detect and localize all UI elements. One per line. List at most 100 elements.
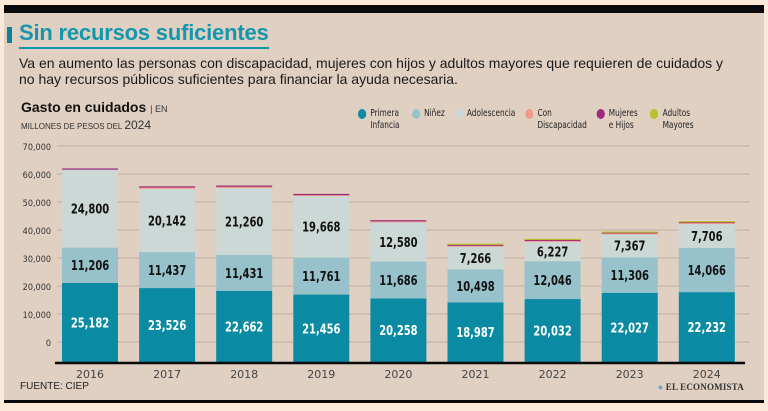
- unit-line: MILLONES DE PESOS DEL: [21, 122, 123, 131]
- y-tick-label: 60,000: [23, 171, 51, 181]
- data-label: 25,182: [71, 316, 109, 331]
- bar-segment-primera-infancia: [601, 292, 658, 362]
- data-label: 22,027: [611, 321, 649, 336]
- bar-segment-adultos-mayores: [678, 221, 735, 223]
- data-label: 20,258: [379, 323, 417, 338]
- bar-segment-niñez: [370, 261, 427, 299]
- bar-segment-primera-infancia: [678, 292, 735, 362]
- bar-segment-niñez: [524, 261, 581, 300]
- bar-segment-con-discapacidad: [293, 194, 350, 197]
- data-label: 23,526: [148, 318, 186, 333]
- data-label: 22,232: [688, 320, 726, 335]
- data-label: 14,066: [688, 263, 726, 278]
- data-label: 12,046: [533, 273, 571, 288]
- x-tick-label: 2022: [539, 368, 567, 381]
- y-tick-label: 0: [46, 339, 51, 349]
- bar-segment-niñez: [139, 252, 196, 289]
- publisher-logo: ● EL ECONOMISTA: [657, 382, 744, 392]
- bar-segment-mujeres-e-hijos: [524, 239, 581, 241]
- data-label: 24,800: [71, 202, 110, 217]
- y-tick-label: 70,000: [23, 143, 51, 153]
- bar-segment-primera-infancia: [293, 294, 350, 362]
- legend-label: Adultos Mayores: [662, 108, 694, 131]
- chart-title-text: Gasto en cuidados: [21, 99, 147, 115]
- page-title: Sin recursos suficientes: [19, 20, 269, 49]
- legend-item: Adolescencia: [454, 108, 516, 132]
- data-label: 11,431: [225, 266, 263, 281]
- bar-segment-adolescencia: [62, 169, 118, 248]
- bar-segment-mujeres-e-hijos: [447, 244, 504, 246]
- bar-segment-niñez: [216, 254, 273, 291]
- bar-segment-primera-infancia: [524, 299, 581, 362]
- source-note: FUENTE: CIEP: [20, 381, 89, 392]
- x-tick-label: 2016: [76, 368, 104, 381]
- bar-segment-niñez: [678, 247, 735, 293]
- legend-item: Mujeres e Hijos: [596, 108, 640, 132]
- legend-swatch: [358, 109, 367, 119]
- legend-swatch: [411, 109, 420, 119]
- bar-segment-adolescencia: [370, 222, 427, 262]
- bar-segment-mujeres-e-hijos: [62, 168, 118, 170]
- logo-text: EL ECONOMISTA: [665, 382, 744, 392]
- bar-segment-primera-infancia: [216, 290, 273, 362]
- legend-item: Primera Infancia: [358, 108, 402, 132]
- data-label: 11,437: [148, 263, 186, 278]
- legend-label: Adolescencia: [466, 108, 516, 119]
- bar-segment-mujeres-e-hijos: [216, 185, 273, 187]
- data-label: 20,032: [533, 324, 571, 339]
- x-tick-label: 2020: [384, 368, 412, 381]
- bar-segment-con-discapacidad: [678, 222, 735, 224]
- unit-prefix: | EN: [150, 104, 168, 114]
- y-tick-label: 30,000: [23, 255, 51, 265]
- bar-segment-adolescencia: [678, 223, 735, 248]
- x-tick-label: 2023: [616, 368, 644, 381]
- data-label: 21,260: [225, 215, 264, 230]
- data-label: 11,686: [379, 273, 417, 288]
- data-label: 11,761: [302, 269, 340, 284]
- bar-segment-adultos-mayores: [601, 231, 658, 233]
- bar-segment-con-discapacidad: [216, 186, 273, 189]
- bar-segment-adultos-mayores: [524, 238, 581, 240]
- bar-segment-mujeres-e-hijos: [601, 232, 658, 234]
- legend-swatch: [525, 109, 534, 119]
- bar-segment-niñez: [601, 257, 658, 293]
- x-tick-label: 2019: [307, 368, 335, 381]
- y-tick-label: 40,000: [23, 227, 51, 237]
- x-tick-label: 2018: [230, 368, 258, 381]
- bar-segment-adolescencia: [216, 188, 273, 255]
- legend-label: Con Discapacidad: [537, 108, 587, 131]
- bar-segment-niñez: [62, 247, 118, 283]
- data-label: 20,142: [148, 214, 186, 229]
- y-tick-label: 20,000: [23, 283, 51, 293]
- unit-label: MILLONES DE PESOS DEL 2024: [21, 118, 151, 132]
- bar-segment-adolescencia: [447, 246, 504, 270]
- legend: Primera Infancia Niñez Adolescencia Con Dis…: [358, 108, 694, 132]
- bar-segment-adolescencia: [293, 195, 350, 258]
- legend-label: Mujeres e Hijos: [608, 108, 638, 131]
- data-label: 7,706: [691, 229, 722, 244]
- bar-segment-primera-infancia: [62, 282, 118, 362]
- bar-segment-primera-infancia: [370, 298, 427, 362]
- bar-segment-primera-infancia: [139, 288, 196, 362]
- x-tick-label: 2021: [462, 368, 490, 381]
- bar-segment-con-discapacidad: [370, 221, 427, 223]
- legend-label: Niñez: [424, 108, 445, 119]
- legend-swatch: [650, 109, 659, 119]
- data-label: 6,227: [537, 245, 568, 260]
- legend-item: Con Discapacidad: [525, 108, 587, 132]
- y-tick-label: 50,000: [23, 199, 51, 209]
- bar-segment-con-discapacidad: [524, 240, 581, 242]
- bar-segment-mujeres-e-hijos: [370, 220, 427, 222]
- y-tick-label: 10,000: [23, 311, 51, 321]
- chart-title: Gasto en cuidados | EN: [21, 99, 167, 115]
- data-label: 11,206: [71, 258, 109, 273]
- bar-segment-con-discapacidad: [447, 245, 504, 247]
- bar-segment-adolescencia: [524, 241, 581, 262]
- data-label: 18,987: [456, 325, 494, 340]
- bar-segment-adolescencia: [139, 188, 196, 253]
- bar-segment-adultos-mayores: [447, 243, 504, 245]
- data-label: 22,662: [225, 320, 263, 335]
- x-tick-label: 2017: [153, 368, 181, 381]
- data-label: 21,456: [302, 321, 340, 336]
